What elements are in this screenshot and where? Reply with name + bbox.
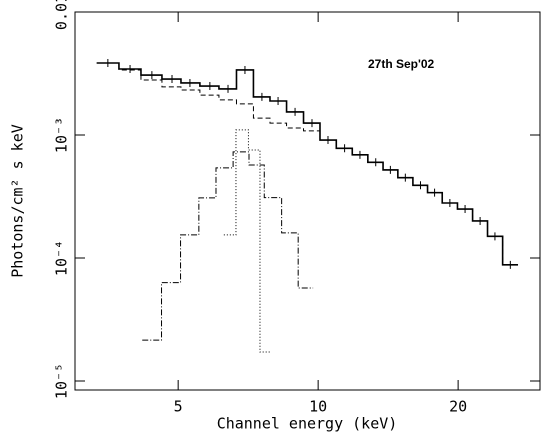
data-point <box>199 82 219 91</box>
data-point <box>140 71 162 80</box>
plot-frame <box>74 11 541 391</box>
model-step <box>96 62 519 266</box>
data-point <box>269 96 287 105</box>
y-tick-label: 10⁻⁵ <box>53 363 71 399</box>
data-point <box>161 75 181 84</box>
annotation: 27th Sep'02 <box>368 57 435 71</box>
data-point <box>236 65 254 74</box>
data-point <box>118 65 141 74</box>
x-tick-label: 5 <box>174 398 183 416</box>
data-point <box>303 119 320 128</box>
data-point <box>253 92 270 101</box>
model-step <box>96 62 519 266</box>
model-step <box>223 129 271 353</box>
data-point <box>180 78 200 87</box>
x-tick-label: 10 <box>309 398 327 416</box>
y-tick-label: 0.01 <box>53 0 71 30</box>
x-tick-label: 20 <box>449 398 467 416</box>
model-step <box>142 151 314 341</box>
y-tick-label: 10⁻⁴ <box>53 240 71 276</box>
x-axis-label: Channel energy (keV) <box>217 415 398 433</box>
y-axis-label: Photons/cm² s keV <box>9 124 27 278</box>
data-point <box>218 84 237 93</box>
data-point <box>286 107 304 116</box>
y-tick-label: 10⁻³ <box>53 117 71 153</box>
